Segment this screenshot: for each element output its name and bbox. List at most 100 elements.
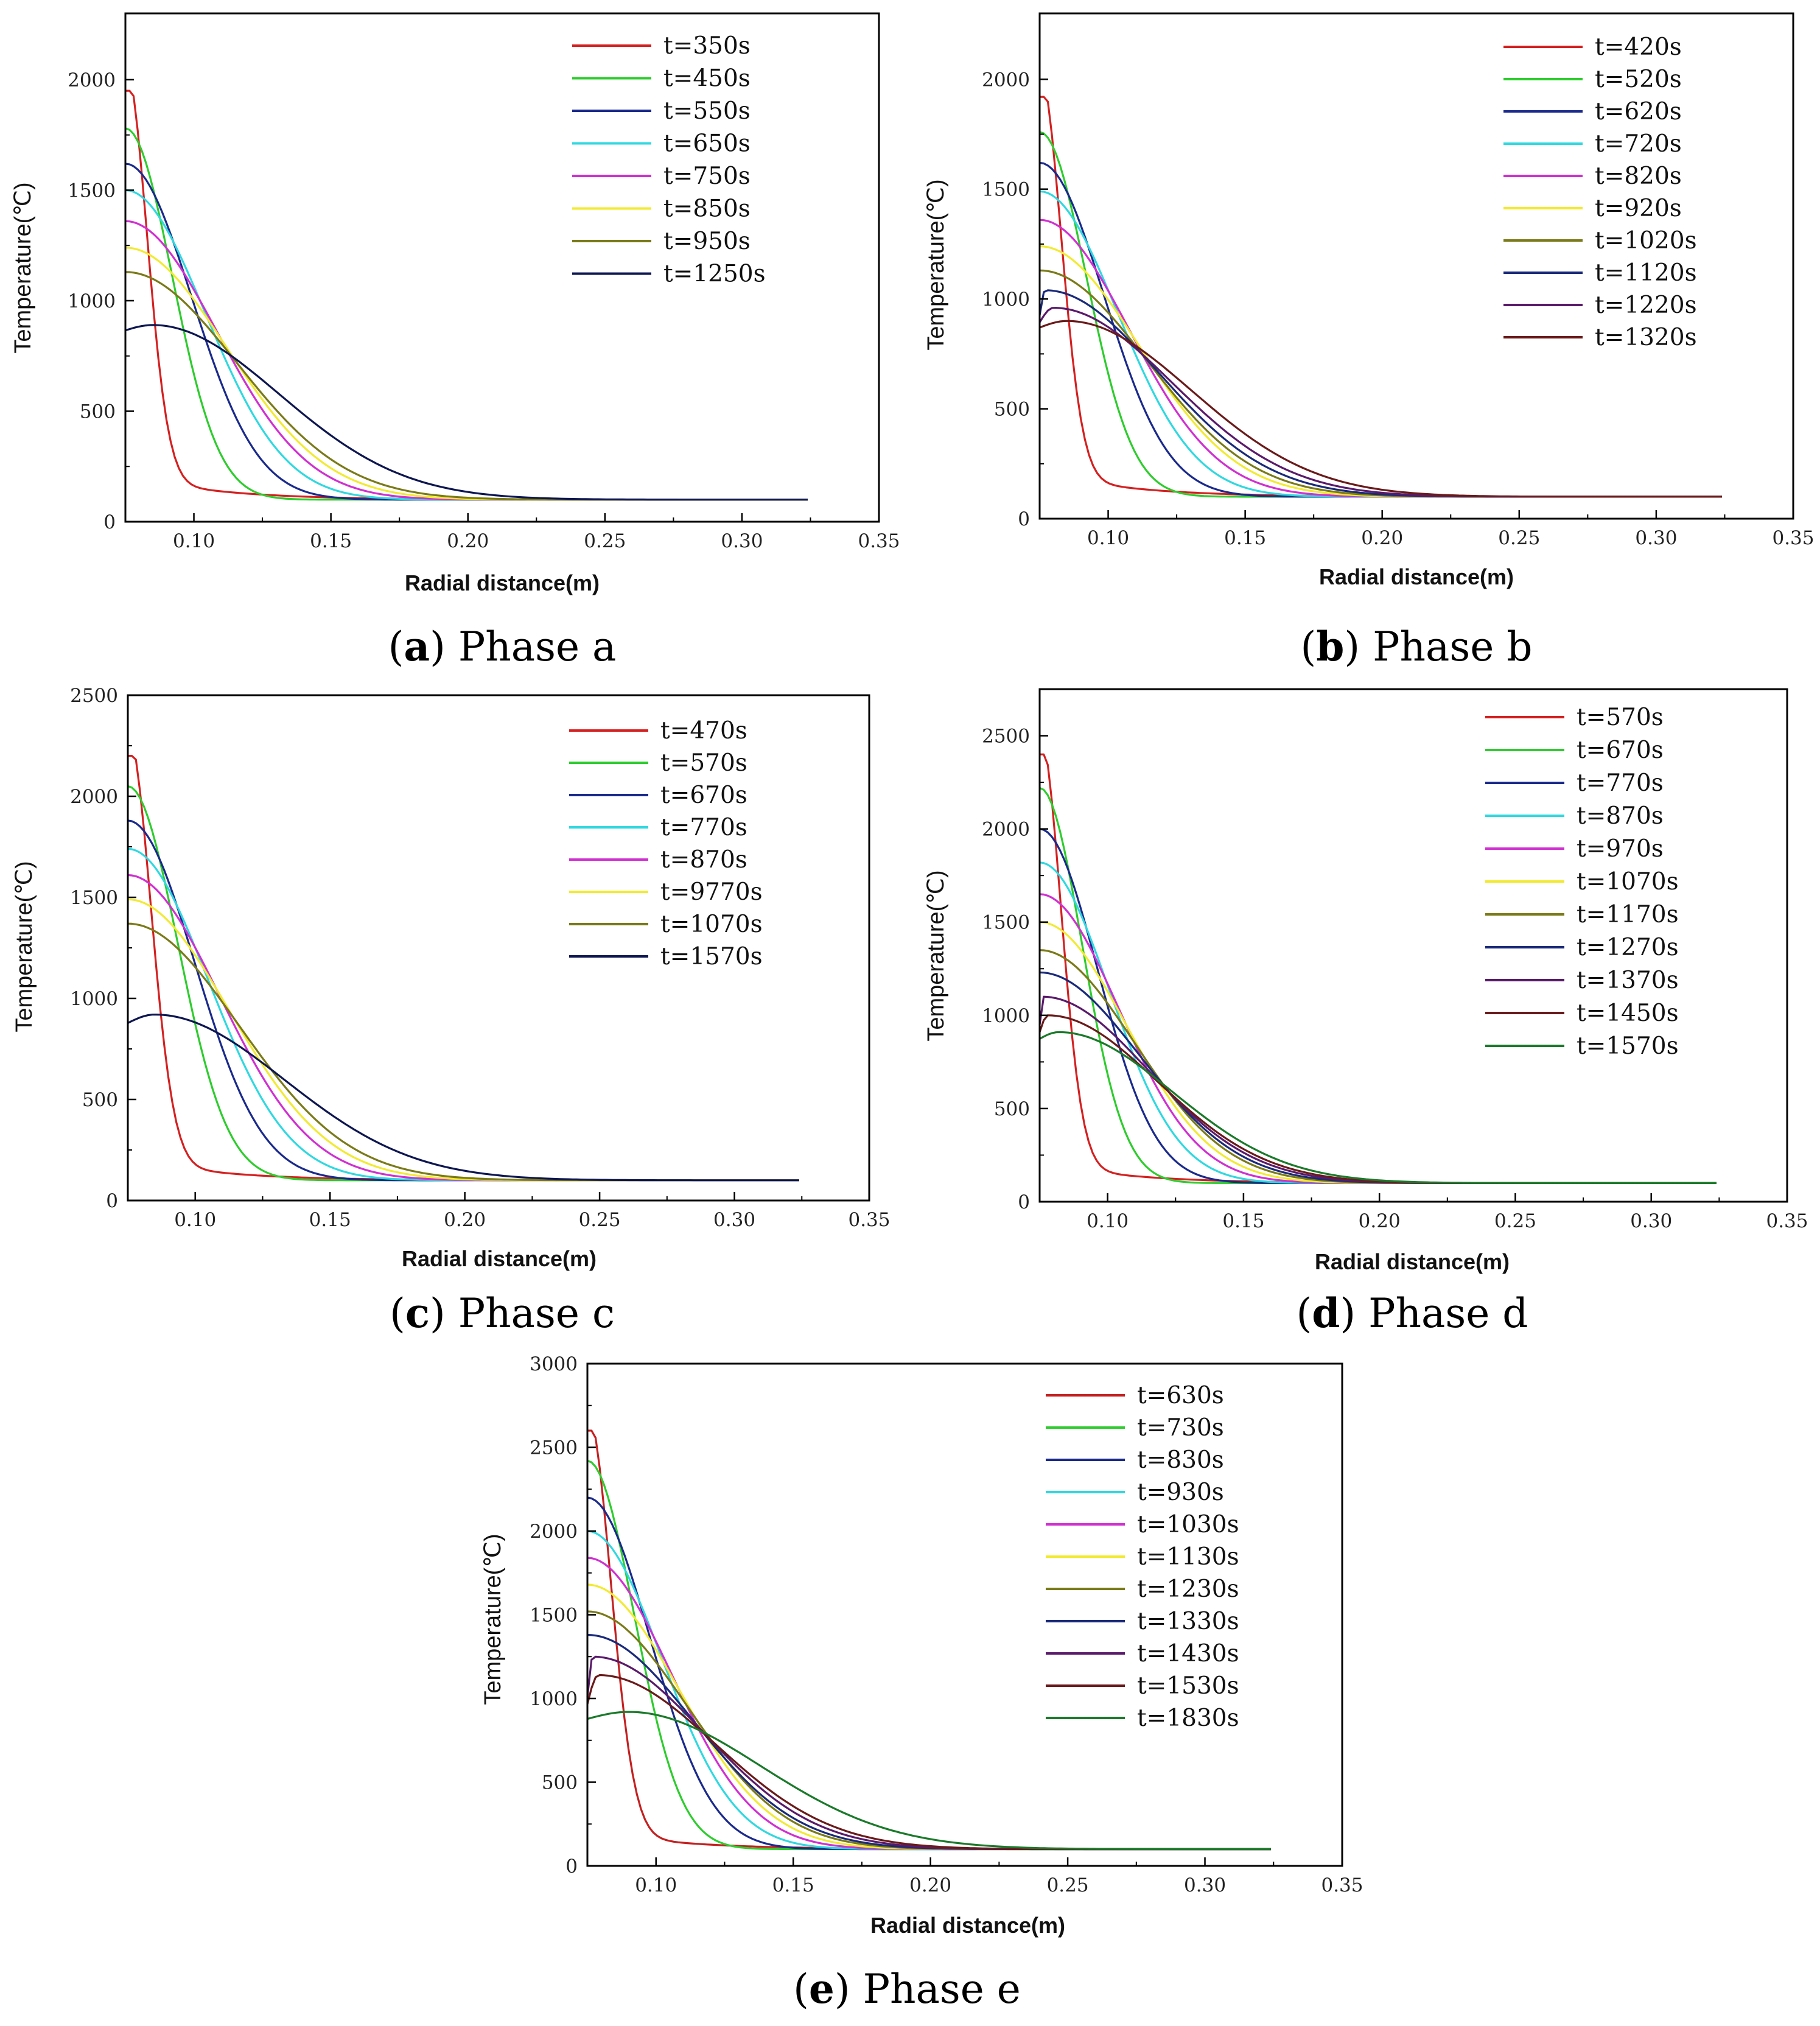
series-line (127, 1013, 799, 1182)
x-tick-label: 0.30 (1630, 1210, 1672, 1232)
series-line (125, 324, 808, 501)
legend-entry-label: t=1530s (1137, 1672, 1239, 1700)
y-tick-label: 1000 (982, 289, 1030, 310)
series-line (586, 1674, 1271, 1851)
y-tick-label: 2000 (982, 69, 1030, 91)
panel-b-legend: t=420s t=520s t=620s t=720s t=820s t=920s t=10… (1503, 33, 1697, 351)
legend-entry-label: t=1270s (1577, 934, 1679, 961)
panel-b-series-group (1038, 96, 1722, 498)
panel-c-caption: (c) Phase c (390, 1289, 615, 1337)
y-tick-label: 0 (565, 1856, 578, 1877)
y-tick-label: 2500 (982, 726, 1030, 748)
legend-entry-label: t=1230s (1137, 1576, 1239, 1603)
y-tick-label: 2500 (70, 685, 118, 707)
panel-a-caption: (a) Phase a (388, 623, 617, 670)
y-tick-label: 1500 (530, 1605, 578, 1627)
x-tick-label: 0.25 (584, 530, 626, 552)
panel-e-series-group (586, 1429, 1271, 1851)
x-tick-label: 0.20 (444, 1209, 486, 1231)
panel-e-ticks: 0.10 0.15 0.20 0.25 0.30 0.35 0 500 1000 1500 2000… (530, 1353, 1363, 1896)
legend-entry-label: t=930s (1137, 1479, 1224, 1506)
legend-entry-label: t=1170s (1577, 901, 1679, 928)
series-line (587, 1711, 1271, 1851)
legend-entry-label: t=570s (1577, 704, 1664, 731)
legend-entry-label: t=870s (660, 846, 747, 874)
legend-entry-label: t=620s (1595, 98, 1682, 125)
legend-entry-label: t=1070s (1577, 868, 1679, 896)
y-tick-label: 2000 (530, 1521, 578, 1543)
panel-a-xlabel: Radial distance(m) (405, 570, 600, 595)
panel-d-legend: t=570s t=670s t=770s t=870s t=970s t=1070s t=1… (1485, 704, 1679, 1060)
panel-c-xlabel: Radial distance(m) (402, 1246, 597, 1271)
legend-entry-label: t=1030s (1137, 1511, 1239, 1538)
x-tick-label: 0.25 (1047, 1874, 1089, 1896)
y-tick-label: 0 (103, 511, 116, 533)
y-tick-label: 1000 (70, 988, 118, 1010)
panel-c-frame (127, 694, 870, 1202)
y-tick-label: 500 (542, 1772, 578, 1794)
legend-entry-label: t=550s (663, 97, 751, 125)
y-tick-label: 500 (994, 1098, 1030, 1120)
panel-c: 0.10 0.15 0.20 0.25 0.30 0.35 0 500 1000 1500 2000… (12, 685, 891, 1337)
legend-entry-label: t=1430s (1137, 1640, 1239, 1667)
panel-c-series-group (127, 754, 799, 1182)
panel-a-series-group (125, 89, 808, 501)
y-tick-label: 3000 (530, 1353, 578, 1375)
x-tick-label: 0.35 (1766, 1210, 1808, 1232)
x-tick-label: 0.25 (1498, 527, 1540, 549)
legend-entry-label: t=1070s (660, 911, 763, 938)
legend-entry-label: t=830s (1137, 1446, 1224, 1474)
legend-entry-label: t=650s (663, 130, 751, 158)
x-tick-label: 0.10 (1087, 1210, 1129, 1232)
x-tick-label: 0.35 (1772, 527, 1814, 549)
legend-entry-label: t=720s (1595, 130, 1682, 158)
x-tick-label: 0.10 (1087, 527, 1129, 549)
y-tick-label: 500 (994, 399, 1030, 421)
y-tick-label: 1500 (70, 887, 118, 909)
y-tick-label: 0 (106, 1190, 118, 1212)
legend-entry-label: t=950s (663, 228, 751, 255)
x-tick-label: 0.20 (1361, 527, 1403, 549)
y-tick-label: 0 (1018, 1191, 1030, 1213)
panel-d-series-group (1038, 753, 1717, 1185)
legend-entry-label: t=1830s (1137, 1705, 1239, 1732)
legend-entry-label: t=520s (1595, 66, 1682, 93)
legend-entry-label: t=570s (660, 749, 747, 777)
legend-entry-label: t=820s (1595, 163, 1682, 190)
legend-entry-label: t=920s (1595, 195, 1682, 222)
legend-entry-label: t=1020s (1595, 227, 1697, 254)
panel-b-caption: (b) Phase b (1300, 623, 1532, 670)
x-tick-label: 0.30 (1635, 527, 1677, 549)
series-line (127, 785, 799, 1182)
x-tick-label: 0.25 (579, 1209, 621, 1231)
panel-c-ylabel: Temperature(℃) (12, 861, 37, 1032)
panel-e-xlabel: Radial distance(m) (870, 1913, 1065, 1938)
y-tick-label: 2000 (982, 819, 1030, 841)
legend-entry-label: t=870s (1577, 802, 1664, 830)
series-line (127, 819, 799, 1182)
y-tick-label: 500 (80, 401, 116, 422)
panel-a-frame (124, 12, 880, 523)
x-tick-label: 0.25 (1494, 1210, 1536, 1232)
legend-entry-label: t=1450s (1577, 1000, 1679, 1027)
legend-entry-label: t=1330s (1137, 1608, 1239, 1635)
panel-b-frame (1038, 12, 1794, 520)
y-tick-label: 1000 (68, 290, 116, 312)
legend-entry-label: t=9770s (660, 878, 763, 906)
x-tick-label: 0.35 (858, 530, 900, 552)
legend-entry-label: t=420s (1595, 33, 1682, 61)
x-tick-label: 0.10 (635, 1874, 677, 1896)
y-tick-label: 1500 (982, 179, 1030, 201)
panel-e-caption: (e) Phase e (793, 1965, 1021, 2013)
y-tick-label: 2500 (530, 1437, 578, 1459)
legend-entry-label: t=750s (663, 163, 751, 190)
x-tick-label: 0.15 (1224, 527, 1266, 549)
x-tick-label: 0.30 (721, 530, 763, 552)
y-tick-label: 2000 (70, 786, 118, 808)
panel-b-ylabel: Temperature(℃) (923, 179, 949, 350)
x-tick-label: 0.10 (174, 1209, 216, 1231)
y-tick-label: 1500 (982, 912, 1030, 934)
series-line (1039, 320, 1722, 498)
legend-entry-label: t=1220s (1595, 292, 1697, 319)
